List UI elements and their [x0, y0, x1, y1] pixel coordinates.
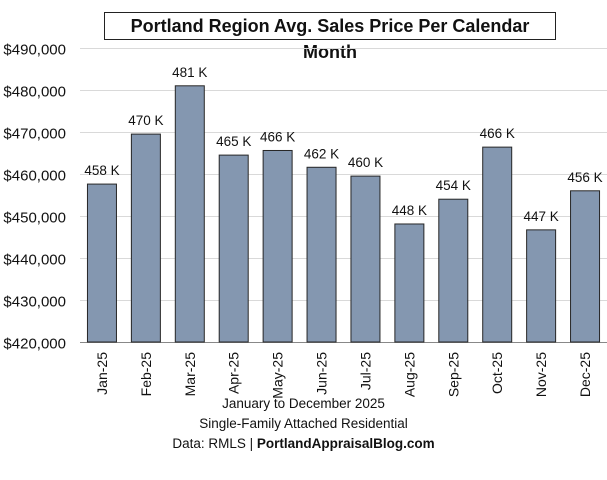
x-tick-label: Sep-25: [445, 352, 461, 397]
bar: [86, 183, 117, 343]
x-tick-label: Apr-25: [226, 352, 242, 394]
data-label: 470 K: [128, 113, 163, 128]
data-label: 466 K: [480, 126, 515, 141]
y-tick-label: $450,000: [3, 210, 66, 227]
x-tick-label: Jul-25: [357, 352, 373, 390]
data-label: 462 K: [304, 146, 339, 161]
bar: [350, 175, 381, 343]
data-label: 447 K: [523, 209, 558, 224]
bar: [438, 198, 469, 343]
x-tick-label: Jun-25: [314, 352, 330, 395]
bar: [262, 149, 293, 343]
bar: [218, 154, 249, 343]
x-tick-label: Dec-25: [577, 352, 593, 397]
data-label: 458 K: [84, 163, 119, 178]
y-tick-label: $490,000: [3, 42, 66, 59]
bar: [130, 133, 161, 343]
y-tick-label: $460,000: [3, 168, 66, 185]
data-label: 481 K: [172, 65, 207, 80]
footer-site-link: PortlandAppraisalBlog.com: [256, 436, 435, 451]
data-label: 465 K: [216, 134, 251, 149]
data-label: 456 K: [567, 170, 602, 185]
x-tick-label: Nov-25: [533, 352, 549, 397]
y-tick-label: $440,000: [3, 252, 66, 269]
x-tick-label: Jan-25: [94, 352, 110, 395]
y-tick-label: $470,000: [3, 126, 66, 143]
bar: [526, 229, 557, 343]
footer-source-prefix: Data: RMLS |: [172, 436, 257, 451]
x-tick-label: Aug-25: [401, 352, 417, 397]
bar: [174, 85, 205, 343]
bar: [306, 166, 337, 343]
bar: [482, 146, 513, 343]
footer-source: Data: RMLS | PortlandAppraisalBlog.com: [0, 436, 607, 451]
x-tick-label: Oct-25: [489, 352, 505, 394]
y-tick-label: $420,000: [3, 336, 66, 353]
footer-date-range: January to December 2025: [222, 396, 385, 411]
x-tick-label: Feb-25: [138, 352, 154, 397]
x-tick-label: May-25: [270, 352, 286, 399]
data-label: 454 K: [436, 178, 471, 193]
bar: [394, 223, 425, 343]
data-label: 448 K: [392, 203, 427, 218]
footer-property-type: Single-Family Attached Residential: [199, 416, 408, 431]
x-tick-label: Mar-25: [182, 352, 198, 397]
y-tick-label: $430,000: [3, 294, 66, 311]
data-label: 466 K: [260, 129, 295, 144]
data-label: 460 K: [348, 155, 383, 170]
chart-title: Portland Region Avg. Sales Price Per Cal…: [104, 12, 556, 62]
bar: [570, 190, 601, 343]
y-tick-label: $480,000: [3, 84, 66, 101]
